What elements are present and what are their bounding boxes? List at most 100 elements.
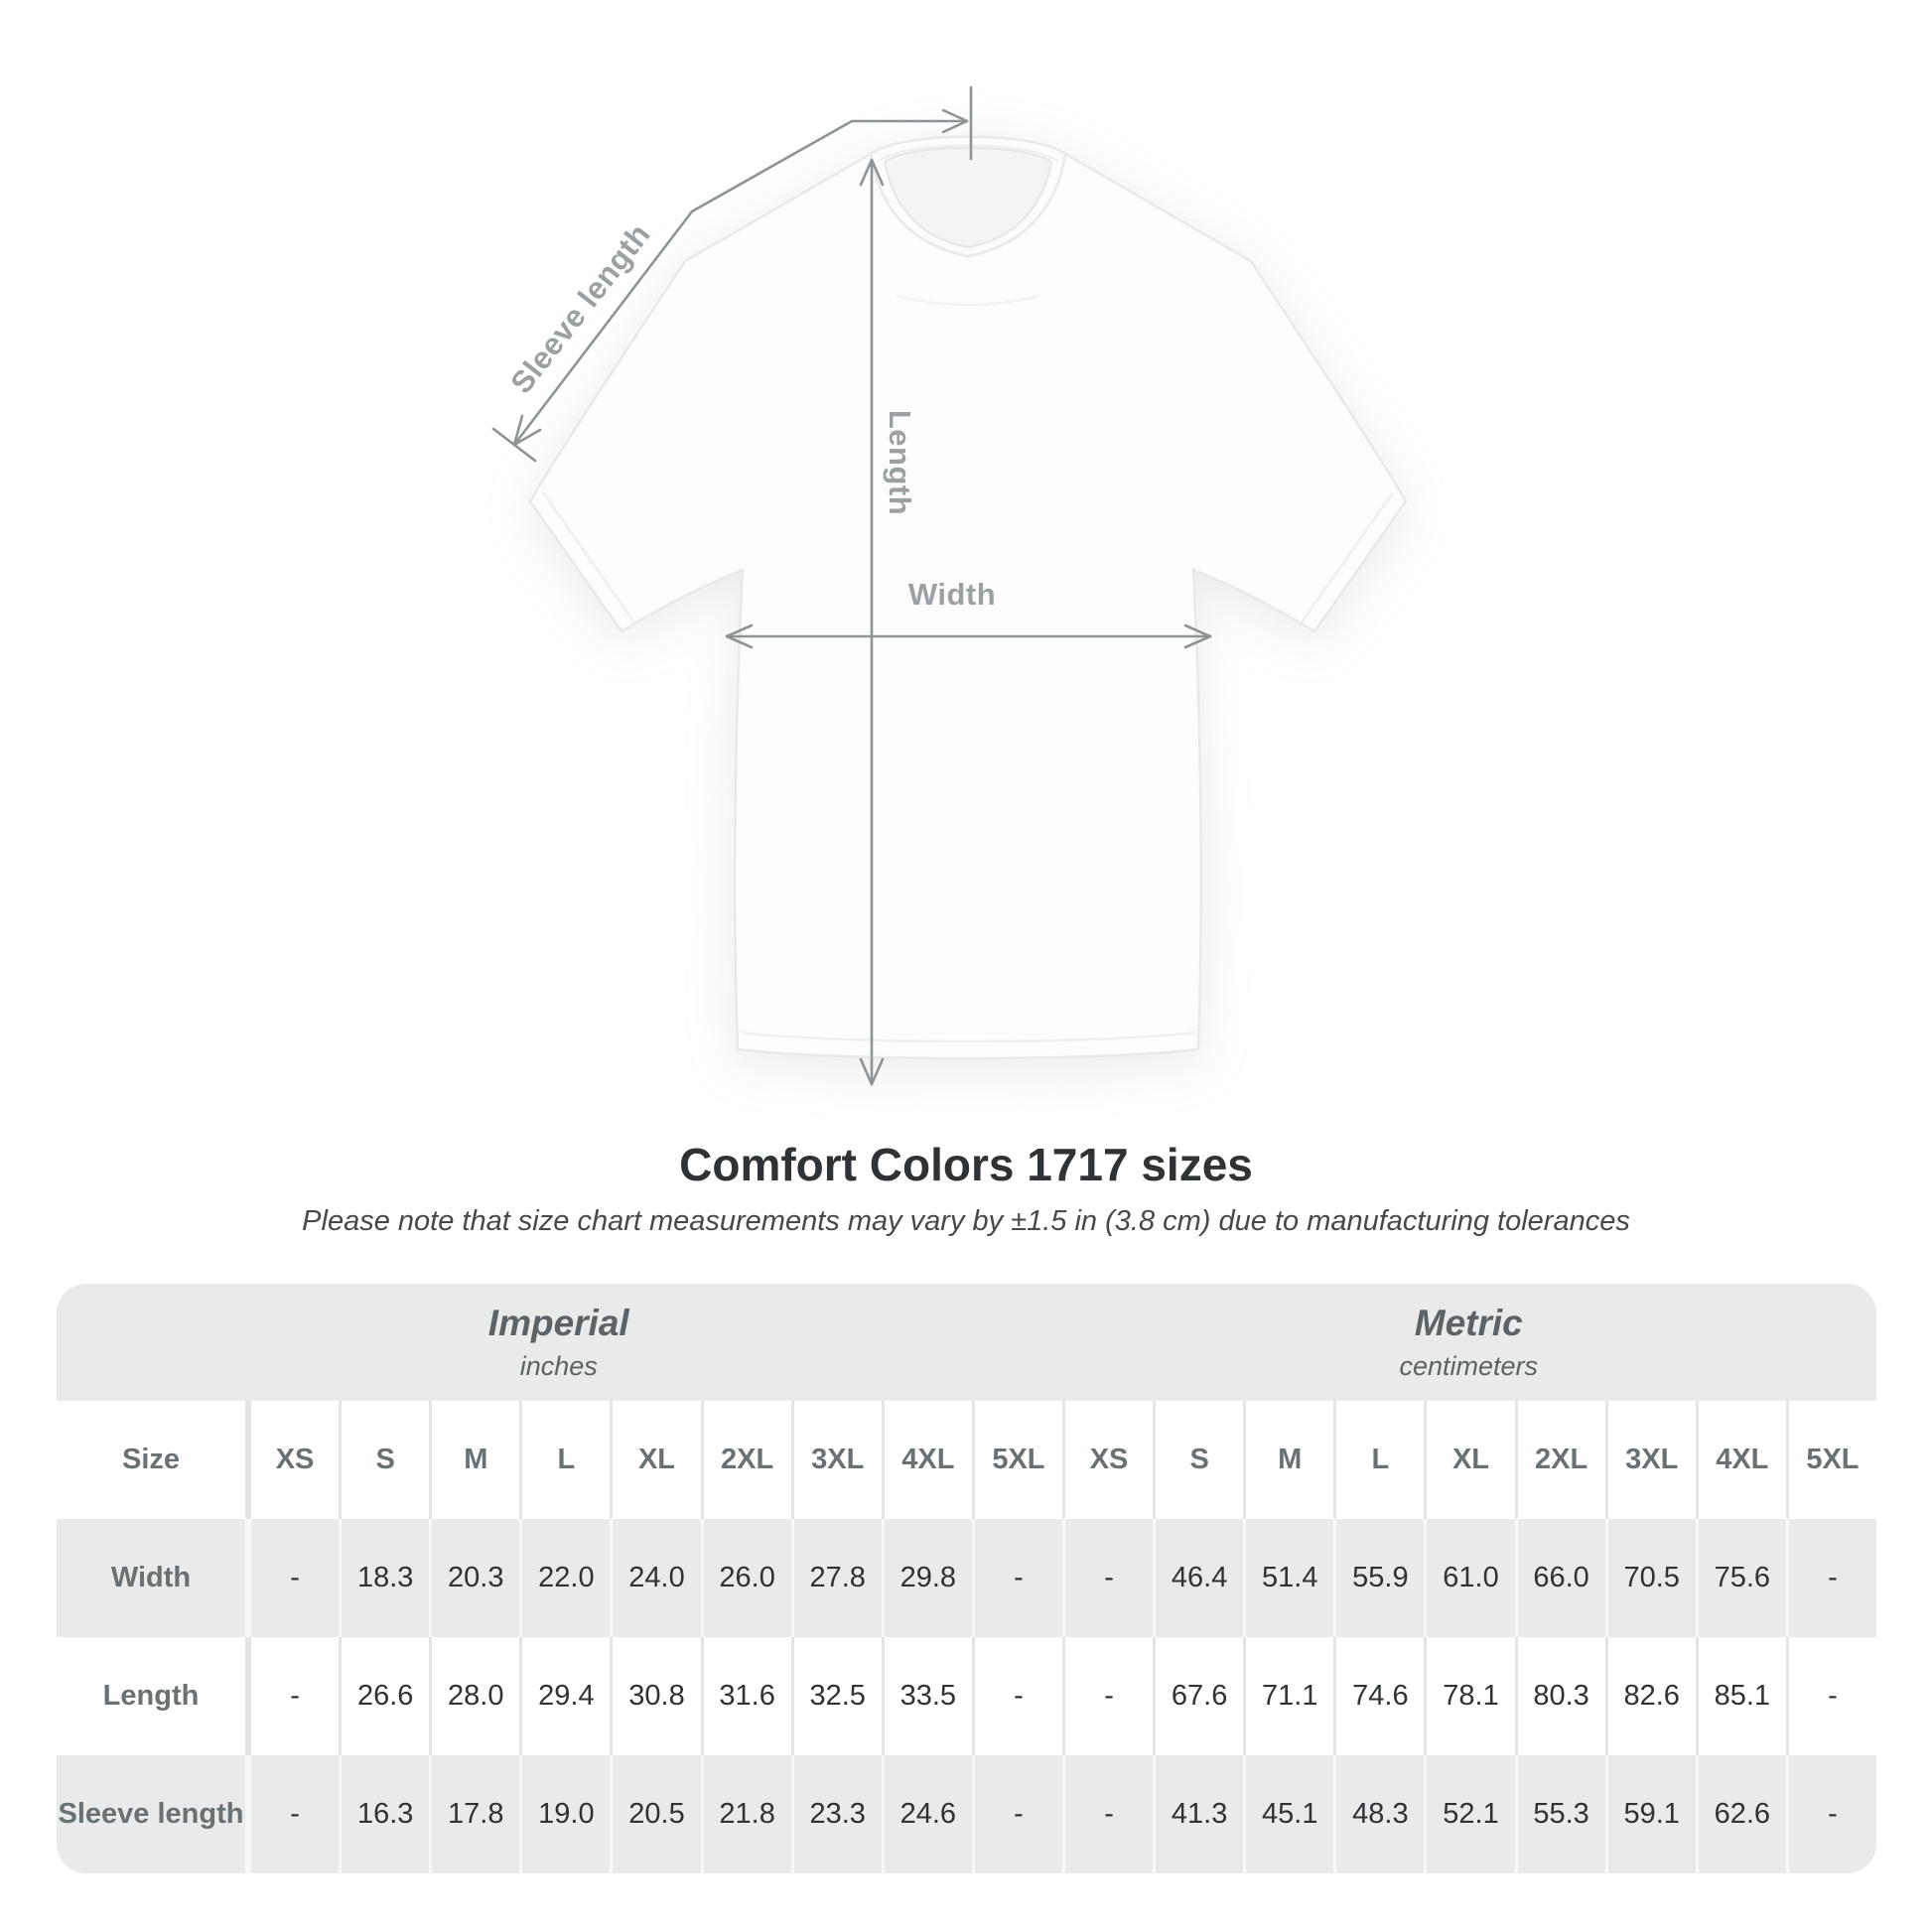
- imperial-label: Imperial: [487, 1303, 629, 1343]
- size-header-metric-xl: XL: [1427, 1401, 1518, 1519]
- sleeve-length-arrow: [491, 85, 973, 463]
- value-cell: 85.1: [1699, 1637, 1789, 1755]
- value-cell: -: [1065, 1637, 1157, 1755]
- value-cell: 80.3: [1518, 1637, 1608, 1755]
- metric-label: Metric: [1414, 1303, 1523, 1343]
- value-cell: 31.6: [704, 1637, 794, 1755]
- size-header-metric-4xl: 4XL: [1699, 1401, 1789, 1519]
- size-header-imperial-l: L: [522, 1401, 614, 1519]
- value-cell: 45.1: [1246, 1755, 1337, 1873]
- size-header-row: Size XS S M L XL 2XL 3XL 4XL 5XL XS S M L XL 2XL 3XL 4XL 5…: [57, 1401, 1876, 1519]
- value-cell: -: [975, 1755, 1065, 1873]
- length-arrow: [859, 158, 885, 1086]
- value-cell: 55.3: [1518, 1755, 1608, 1873]
- value-cell: 18.3: [342, 1519, 433, 1637]
- value-cell: 21.8: [704, 1755, 794, 1873]
- value-cell: 61.0: [1427, 1519, 1518, 1637]
- value-cell: 46.4: [1156, 1519, 1247, 1637]
- size-header-metric-5xl: 5XL: [1806, 1444, 1860, 1475]
- value-cell: -: [251, 1755, 343, 1873]
- value-cell: -: [251, 1519, 343, 1637]
- row-label: Length: [57, 1637, 251, 1755]
- value-cell: 17.8: [432, 1755, 523, 1873]
- value-cell: -: [1828, 1680, 1838, 1712]
- size-header-metric-xs: XS: [1065, 1401, 1157, 1519]
- value-cell: -: [1065, 1755, 1157, 1873]
- value-cell: 32.5: [794, 1637, 885, 1755]
- value-cell: 62.6: [1699, 1755, 1789, 1873]
- size-table: Size XS S M L XL 2XL 3XL 4XL 5XL XS S M L XL 2XL 3XL 4XL 5…: [57, 1401, 1876, 1873]
- size-header-imperial-xs: XS: [251, 1401, 343, 1519]
- value-cell: -: [975, 1519, 1065, 1637]
- value-cell: 75.6: [1699, 1519, 1789, 1637]
- value-cell: -: [1828, 1562, 1838, 1593]
- value-cell: -: [975, 1637, 1065, 1755]
- row-label: Width: [57, 1519, 251, 1637]
- size-header-metric-2xl: 2XL: [1518, 1401, 1608, 1519]
- value-cell: 82.6: [1608, 1637, 1699, 1755]
- value-cell: 29.4: [522, 1637, 614, 1755]
- size-header-imperial-s: S: [342, 1401, 433, 1519]
- metric-unit-header: Metric centimeters: [1061, 1303, 1877, 1382]
- size-column-header: Size: [57, 1401, 251, 1519]
- unit-header-band: Imperial inches Metric centimeters: [57, 1284, 1876, 1401]
- value-cell: 22.0: [522, 1519, 614, 1637]
- centimeters-label: centimeters: [1399, 1351, 1539, 1381]
- value-cell: 55.9: [1336, 1519, 1428, 1637]
- value-cell: 66.0: [1518, 1519, 1608, 1637]
- size-header-metric-m: M: [1246, 1401, 1337, 1519]
- table-row-length: Length -26.6 28.0 29.4 30.8 31.6 32.5 33.5- -67.…: [57, 1637, 1876, 1755]
- tshirt-collar-seam: [877, 144, 1059, 163]
- value-cell: -: [1828, 1798, 1838, 1830]
- value-cell: -: [1065, 1519, 1157, 1637]
- tshirt-seams: [541, 491, 1395, 1043]
- tshirt-diagram-svg: [491, 85, 1408, 1086]
- value-cell: 26.0: [704, 1519, 794, 1637]
- tshirt-neck-opening: [883, 146, 1053, 249]
- size-header-metric-s: S: [1156, 1401, 1247, 1519]
- size-header-imperial-3xl: 3XL: [794, 1401, 885, 1519]
- value-cell: 28.0: [432, 1637, 523, 1755]
- size-header-metric-3xl: 3XL: [1608, 1401, 1699, 1519]
- size-header-imperial-5xl: 5XL: [975, 1401, 1065, 1519]
- value-cell: -: [251, 1637, 343, 1755]
- table-row-sleeve-length: Sleeve length -16.3 17.8 19.0 20.5 21.8 23.3 24…: [57, 1755, 1876, 1873]
- tolerance-note: Please note that size chart measurements…: [302, 1205, 1630, 1237]
- value-cell: 51.4: [1246, 1519, 1337, 1637]
- imperial-unit-header: Imperial inches: [57, 1303, 1061, 1382]
- value-cell: 67.6: [1156, 1637, 1247, 1755]
- value-cell: 20.3: [432, 1519, 523, 1637]
- tshirt-fold-line: [896, 294, 1040, 307]
- row-label: Sleeve length: [57, 1755, 251, 1873]
- value-cell: 16.3: [342, 1755, 433, 1873]
- value-cell: 52.1: [1427, 1755, 1518, 1873]
- length-label: Length: [883, 409, 917, 516]
- tshirt-body: [528, 135, 1408, 1060]
- size-chart-card: Imperial inches Metric centimeters Size X…: [57, 1284, 1876, 1873]
- value-cell: 23.3: [794, 1755, 885, 1873]
- width-label: Width: [907, 577, 997, 612]
- inches-label: inches: [519, 1351, 598, 1381]
- value-cell: 74.6: [1336, 1637, 1428, 1755]
- value-cell: 24.6: [885, 1755, 975, 1873]
- value-cell: 27.8: [794, 1519, 885, 1637]
- page-title: Comfort Colors 1717 sizes: [679, 1139, 1253, 1190]
- size-header-imperial-m: M: [432, 1401, 523, 1519]
- value-cell: 78.1: [1427, 1637, 1518, 1755]
- value-cell: 30.8: [613, 1637, 704, 1755]
- size-header-imperial-xl: XL: [613, 1401, 704, 1519]
- value-cell: 20.5: [613, 1755, 704, 1873]
- value-cell: 24.0: [613, 1519, 704, 1637]
- size-header-metric-l: L: [1336, 1401, 1428, 1519]
- value-cell: 29.8: [885, 1519, 975, 1637]
- value-cell: 59.1: [1608, 1755, 1699, 1873]
- table-row-width: Width -18.3 20.3 22.0 24.0 26.0 27.8 29.8- -46.4…: [57, 1519, 1876, 1637]
- value-cell: 41.3: [1156, 1755, 1247, 1873]
- value-cell: 71.1: [1246, 1637, 1337, 1755]
- value-cell: 26.6: [342, 1637, 433, 1755]
- width-arrow: [725, 623, 1212, 649]
- value-cell: 48.3: [1336, 1755, 1428, 1873]
- size-header-imperial-2xl: 2XL: [704, 1401, 794, 1519]
- tshirt-graphic: [528, 135, 1408, 1060]
